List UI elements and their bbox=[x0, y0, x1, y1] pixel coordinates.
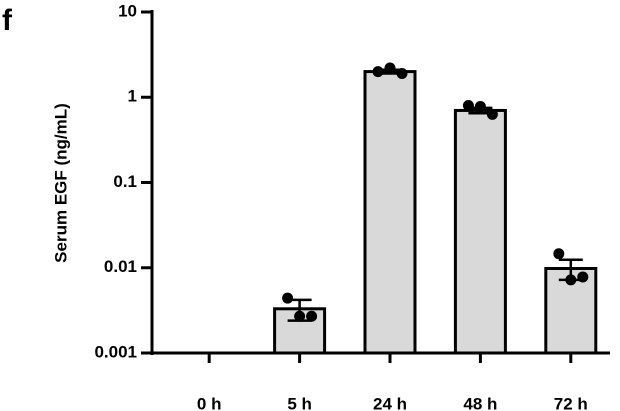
x-tick-label: 5 h bbox=[287, 394, 312, 411]
y-tick-label: 0.001 bbox=[94, 342, 137, 361]
data-point bbox=[486, 108, 498, 120]
y-axis-label: Serum EGF (ng/mL) bbox=[51, 103, 70, 263]
y-tick-label: 1 bbox=[128, 87, 137, 106]
x-tick-label: 72 h bbox=[554, 394, 588, 411]
bar bbox=[363, 70, 417, 355]
data-point bbox=[384, 62, 396, 74]
data-point bbox=[553, 248, 565, 260]
y-tick-label: 10 bbox=[118, 1, 137, 20]
data-point bbox=[372, 66, 384, 78]
y-tick-label: 0.1 bbox=[113, 172, 137, 191]
x-tick-label: 24 h bbox=[373, 394, 407, 411]
data-point bbox=[282, 292, 294, 304]
data-point bbox=[294, 310, 306, 322]
bar bbox=[453, 108, 507, 355]
x-tick-label: 0 h bbox=[197, 394, 222, 411]
panel-label: f bbox=[2, 4, 13, 37]
data-point bbox=[474, 100, 486, 112]
data-point bbox=[396, 67, 408, 79]
data-point bbox=[565, 274, 577, 286]
y-tick-label: 0.01 bbox=[104, 257, 137, 276]
data-point bbox=[577, 271, 589, 283]
x-tick-label: 48 h bbox=[463, 394, 497, 411]
data-point bbox=[462, 100, 474, 112]
data-point bbox=[306, 310, 318, 322]
